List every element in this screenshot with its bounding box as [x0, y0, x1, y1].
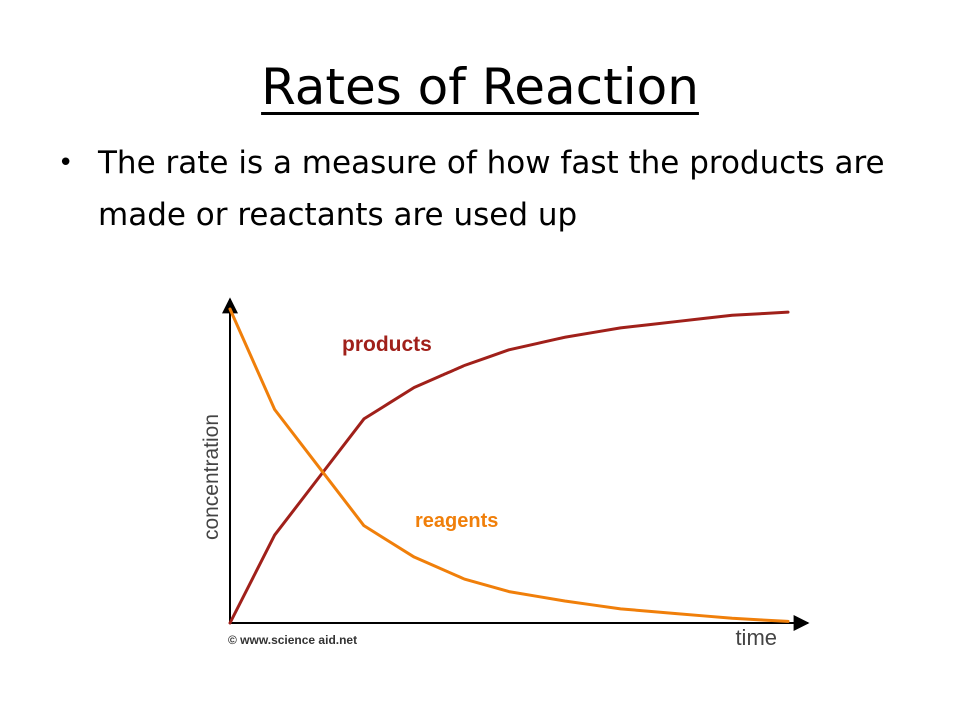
- data-point-reagents-0: [229, 308, 231, 310]
- data-point-reagents-10: [787, 620, 789, 622]
- data-point-products-9: [731, 314, 733, 316]
- data-point-reagents-8: [675, 613, 677, 615]
- data-point-reagents-7: [620, 608, 622, 610]
- data-point-reagents-3: [413, 556, 415, 558]
- chart-svg: concentration time © www.science aid.net…: [200, 297, 810, 650]
- bullet-item: • The rate is a measure of how fast the …: [58, 137, 898, 241]
- data-point-reagents-6: [564, 600, 566, 602]
- bullet-list: • The rate is a measure of how fast the …: [58, 137, 898, 241]
- x-axis-title: time: [735, 625, 777, 650]
- series-line-reagents: [228, 307, 790, 623]
- data-point-products-7: [620, 327, 622, 329]
- series-line-products: [228, 310, 790, 625]
- data-point-reagents-1: [274, 408, 276, 410]
- data-point-products-4: [463, 365, 465, 367]
- data-point-reagents-2: [363, 525, 365, 527]
- y-axis-title: concentration: [200, 414, 223, 540]
- series-layer: [228, 307, 790, 625]
- data-point-products-2: [363, 418, 365, 420]
- data-point-products-1: [274, 534, 276, 536]
- data-point-reagents-4: [463, 578, 465, 580]
- data-point-products-5: [508, 349, 510, 351]
- series-label-reagents: reagents: [415, 510, 498, 532]
- bullet-dot-icon: •: [58, 148, 74, 178]
- data-point-products-8: [675, 321, 677, 323]
- data-point-products-0: [229, 622, 231, 624]
- series-label-products: products: [342, 333, 432, 356]
- chart-credit: © www.science aid.net: [228, 633, 357, 647]
- data-point-reagents-5: [508, 591, 510, 593]
- data-point-products-10: [787, 311, 789, 313]
- concentration-time-chart: concentration time © www.science aid.net…: [190, 295, 820, 660]
- slide-title-text: Rates of Reaction: [261, 58, 699, 116]
- data-point-products-6: [564, 336, 566, 338]
- data-point-reagents-9: [731, 617, 733, 619]
- slide-title: Rates of Reaction: [0, 52, 960, 122]
- data-point-products-3: [413, 387, 415, 388]
- bullet-text: The rate is a measure of how fast the pr…: [98, 145, 885, 233]
